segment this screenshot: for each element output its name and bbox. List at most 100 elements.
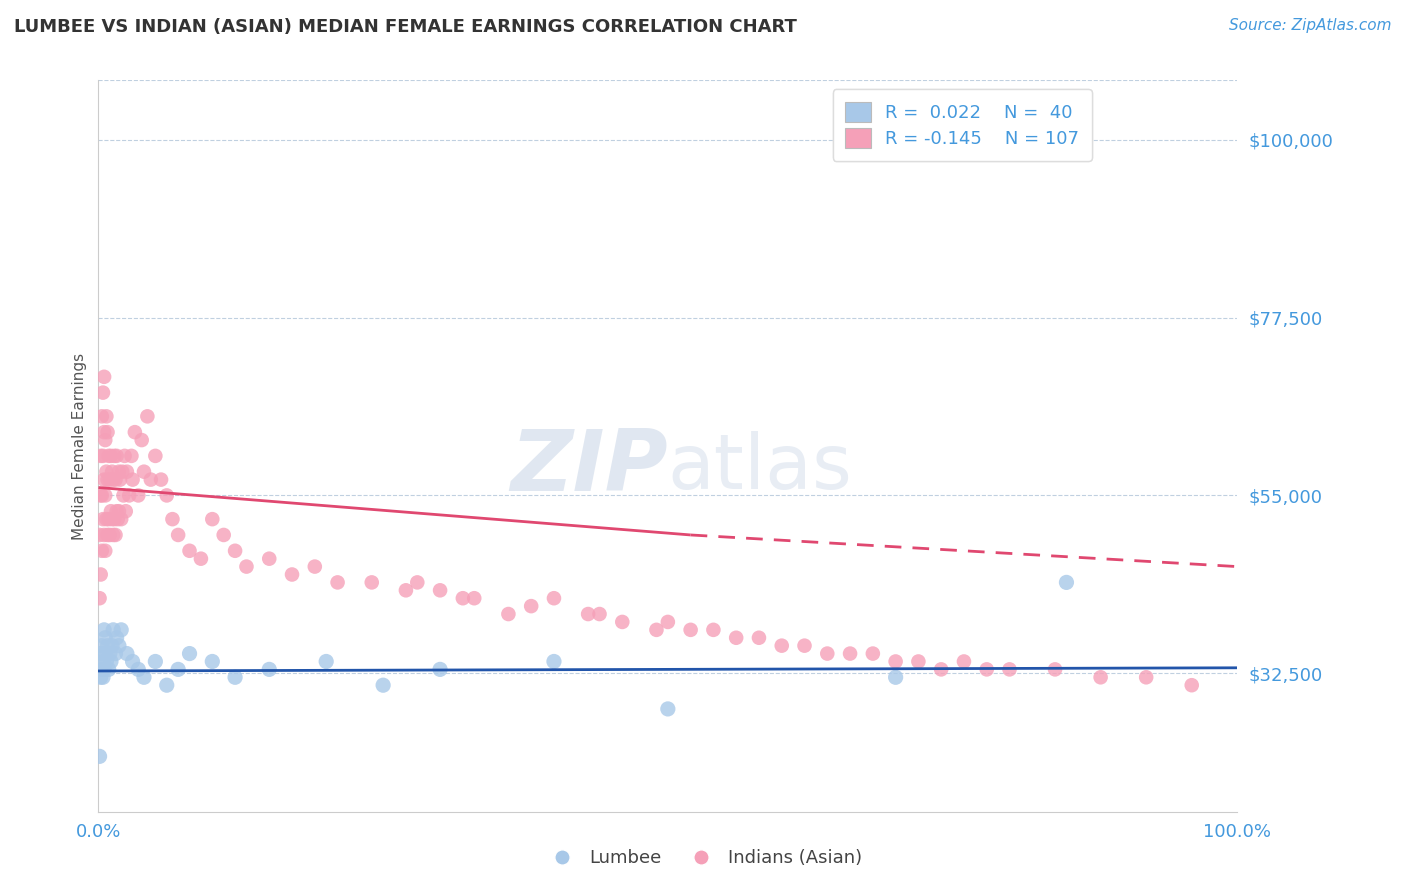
Point bbox=[451, 591, 474, 606]
Point bbox=[93, 369, 115, 384]
Point bbox=[201, 655, 224, 669]
Point bbox=[543, 655, 565, 669]
Y-axis label: Median Female Earnings: Median Female Earnings bbox=[72, 352, 87, 540]
Text: LUMBEE VS INDIAN (ASIAN) MEDIAN FEMALE EARNINGS CORRELATION CHART: LUMBEE VS INDIAN (ASIAN) MEDIAN FEMALE E… bbox=[14, 18, 797, 36]
Point bbox=[167, 528, 190, 542]
Point bbox=[91, 449, 114, 463]
Point bbox=[100, 504, 122, 518]
Point bbox=[105, 631, 128, 645]
Legend: Lumbee, Indians (Asian): Lumbee, Indians (Asian) bbox=[537, 842, 869, 874]
Point bbox=[645, 623, 668, 637]
Point bbox=[281, 567, 304, 582]
Point bbox=[702, 623, 724, 637]
Point bbox=[93, 662, 115, 676]
Point bbox=[657, 702, 679, 716]
Point bbox=[89, 528, 111, 542]
Point bbox=[725, 631, 748, 645]
Point bbox=[93, 425, 115, 439]
Text: Source: ZipAtlas.com: Source: ZipAtlas.com bbox=[1229, 18, 1392, 33]
Point bbox=[110, 512, 132, 526]
Point bbox=[118, 488, 141, 502]
Text: ZIP: ZIP bbox=[510, 426, 668, 509]
Point bbox=[98, 647, 121, 661]
Point bbox=[97, 662, 120, 676]
Point bbox=[884, 655, 907, 669]
Point bbox=[793, 639, 815, 653]
Point bbox=[190, 551, 212, 566]
Point bbox=[498, 607, 520, 621]
Point bbox=[97, 449, 120, 463]
Point bbox=[815, 647, 838, 661]
Point bbox=[103, 473, 125, 487]
Point bbox=[91, 512, 114, 526]
Point bbox=[224, 670, 246, 684]
Point bbox=[156, 678, 179, 692]
Point bbox=[90, 639, 112, 653]
Point bbox=[96, 639, 118, 653]
Point bbox=[156, 488, 179, 502]
Point bbox=[98, 528, 121, 542]
Point bbox=[884, 670, 907, 684]
Point bbox=[429, 583, 451, 598]
Point bbox=[103, 528, 125, 542]
Point bbox=[89, 749, 111, 764]
Text: atlas: atlas bbox=[668, 431, 852, 505]
Point bbox=[108, 504, 131, 518]
Point bbox=[104, 647, 127, 661]
Point bbox=[98, 473, 121, 487]
Point bbox=[162, 512, 184, 526]
Point bbox=[104, 528, 127, 542]
Point bbox=[1054, 575, 1078, 590]
Point bbox=[94, 433, 117, 447]
Point bbox=[127, 488, 149, 502]
Point bbox=[111, 465, 134, 479]
Point bbox=[839, 647, 862, 661]
Point bbox=[96, 528, 118, 542]
Point bbox=[406, 575, 429, 590]
Point bbox=[90, 543, 112, 558]
Point bbox=[93, 528, 115, 542]
Point bbox=[90, 647, 112, 661]
Point bbox=[90, 662, 112, 676]
Point bbox=[212, 528, 235, 542]
Point bbox=[136, 409, 159, 424]
Point bbox=[94, 647, 117, 661]
Point bbox=[612, 615, 634, 629]
Point bbox=[326, 575, 349, 590]
Point bbox=[139, 473, 162, 487]
Point bbox=[145, 655, 167, 669]
Point bbox=[395, 583, 418, 598]
Point bbox=[94, 543, 117, 558]
Point bbox=[94, 631, 117, 645]
Point bbox=[96, 425, 118, 439]
Point bbox=[463, 591, 485, 606]
Point bbox=[132, 465, 155, 479]
Point bbox=[259, 662, 281, 676]
Point bbox=[145, 449, 167, 463]
Point bbox=[90, 488, 112, 502]
Point bbox=[976, 662, 998, 676]
Point bbox=[998, 662, 1021, 676]
Point bbox=[520, 599, 543, 614]
Point bbox=[90, 488, 112, 502]
Point bbox=[93, 473, 115, 487]
Point bbox=[360, 575, 382, 590]
Point bbox=[104, 473, 127, 487]
Point bbox=[1181, 678, 1204, 692]
Point bbox=[679, 623, 702, 637]
Point bbox=[108, 473, 131, 487]
Point bbox=[108, 465, 131, 479]
Point bbox=[235, 559, 257, 574]
Point bbox=[108, 639, 131, 653]
Point bbox=[110, 623, 132, 637]
Point bbox=[96, 655, 118, 669]
Point bbox=[953, 655, 976, 669]
Point bbox=[121, 473, 143, 487]
Point bbox=[101, 512, 124, 526]
Point bbox=[131, 433, 153, 447]
Point bbox=[115, 647, 138, 661]
Point bbox=[259, 551, 281, 566]
Legend: R =  0.022    N =  40, R = -0.145    N = 107: R = 0.022 N = 40, R = -0.145 N = 107 bbox=[832, 89, 1091, 161]
Point bbox=[1090, 670, 1112, 684]
Point bbox=[114, 449, 136, 463]
